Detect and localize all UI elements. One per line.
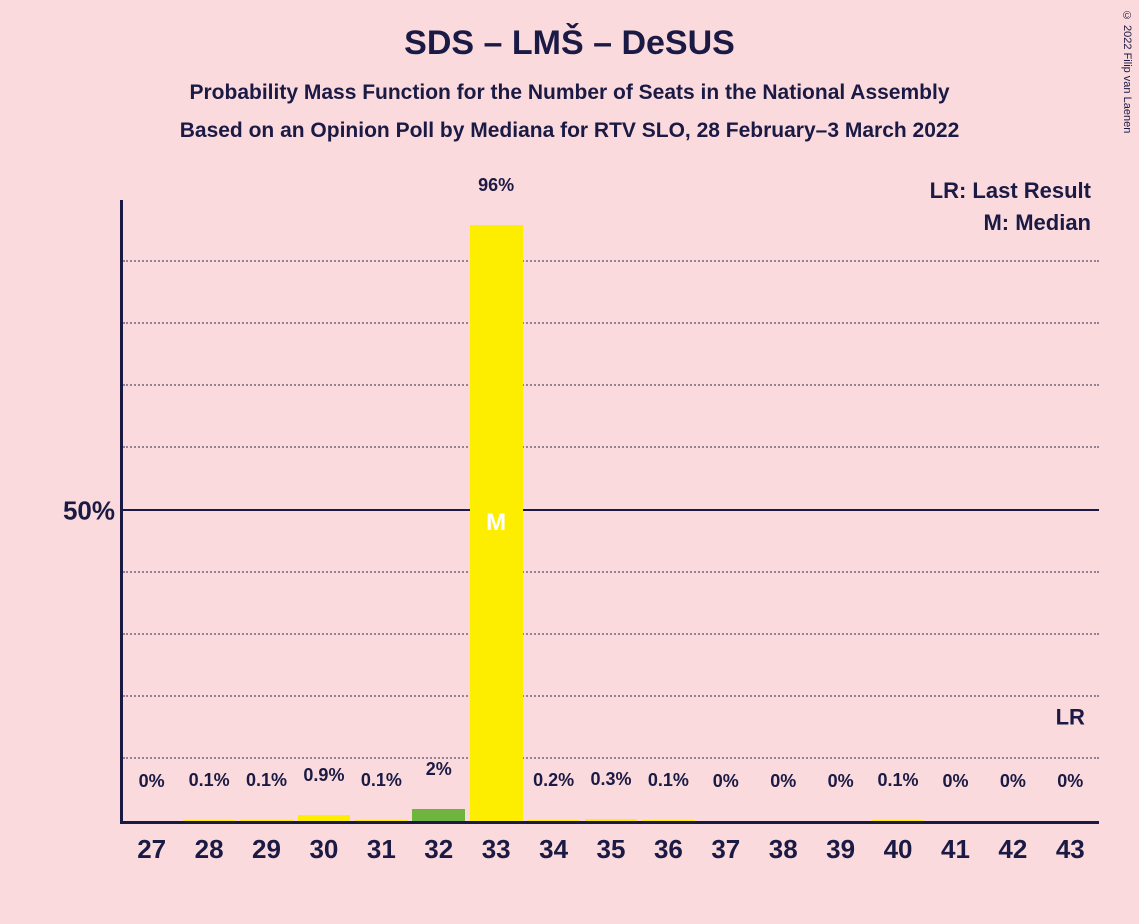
bar-value-label: 0.3%	[585, 769, 638, 794]
x-axis-label: 38	[757, 834, 810, 865]
x-axis-label: 30	[298, 834, 351, 865]
bar-slot: 0%27	[125, 200, 178, 821]
x-axis-label: 31	[355, 834, 408, 865]
x-axis-label: 29	[240, 834, 293, 865]
bar-slot: 0.1%31	[355, 200, 408, 821]
bar	[585, 819, 638, 821]
bar-value-label: 0.1%	[355, 770, 408, 795]
bar-value-label: 0.9%	[298, 765, 351, 790]
x-axis-label: 40	[872, 834, 925, 865]
bar-slot: 0%38	[757, 200, 810, 821]
bar	[355, 820, 408, 821]
x-axis-label: 42	[986, 834, 1039, 865]
bar-value-label: 2%	[412, 759, 465, 784]
y-axis-label: 50%	[43, 495, 115, 526]
x-axis-label: 33	[470, 834, 523, 865]
bar-value-label: 0%	[125, 771, 178, 796]
bars-container: 0%270.1%280.1%290.9%300.1%312%32M96%330.…	[123, 200, 1099, 821]
chart-container: LR: Last Result M: Median 50% 0%270.1%28…	[40, 180, 1099, 884]
x-axis-label: 39	[814, 834, 867, 865]
bar	[642, 820, 695, 821]
x-axis-label: 35	[585, 834, 638, 865]
bar-value-label: 0%	[699, 771, 752, 796]
x-axis-label: 28	[183, 834, 236, 865]
bar	[298, 815, 351, 821]
bar-slot: 0.1%29	[240, 200, 293, 821]
bar-value-label: 0%	[1044, 771, 1097, 796]
bar-slot: 0.1%40	[872, 200, 925, 821]
chart-title: SDS – LMŠ – DeSUS	[0, 0, 1139, 63]
bar: M	[470, 225, 523, 821]
bar	[872, 820, 925, 821]
chart-subtitle-1: Probability Mass Function for the Number…	[0, 81, 1139, 105]
bar-value-label: 0.1%	[642, 770, 695, 795]
bar-value-label: 0%	[929, 771, 982, 796]
copyright-text: © 2022 Filip van Laenen	[1121, 10, 1133, 133]
x-axis-label: 34	[527, 834, 580, 865]
bar	[527, 820, 580, 821]
x-axis-label: 41	[929, 834, 982, 865]
x-axis-label: 43	[1044, 834, 1097, 865]
x-axis-label: 36	[642, 834, 695, 865]
bar	[412, 809, 465, 821]
bar-value-label: 0%	[986, 771, 1039, 796]
bar-slot: 0%42	[986, 200, 1039, 821]
bar-value-label: 0%	[814, 771, 867, 796]
bar-slot: 0%41	[929, 200, 982, 821]
bar-value-label: 0.1%	[240, 770, 293, 795]
bar-slot: M96%33	[470, 200, 523, 821]
bar-value-label: 96%	[470, 175, 523, 200]
bar	[183, 820, 236, 821]
x-axis-label: 32	[412, 834, 465, 865]
bar-value-label: 0.1%	[183, 770, 236, 795]
bar-slot: 0.9%30	[298, 200, 351, 821]
plot-area: 50% 0%270.1%280.1%290.9%300.1%312%32M96%…	[120, 200, 1099, 824]
bar-slot: 0.1%36	[642, 200, 695, 821]
bar-value-label: 0.1%	[872, 770, 925, 795]
bar-slot: 0%39	[814, 200, 867, 821]
bar-slot: 2%32	[412, 200, 465, 821]
x-axis-label: 27	[125, 834, 178, 865]
bar-slot: 0.3%35	[585, 200, 638, 821]
bar-value-label: 0.2%	[527, 770, 580, 795]
x-axis-label: 37	[699, 834, 752, 865]
bar-value-label: 0%	[757, 771, 810, 796]
median-marker: M	[470, 509, 523, 537]
chart-subtitle-2: Based on an Opinion Poll by Mediana for …	[0, 119, 1139, 143]
lr-marker: LR	[1056, 704, 1085, 730]
bar-slot: 0.1%28	[183, 200, 236, 821]
bar-slot: 0.2%34	[527, 200, 580, 821]
bar	[240, 820, 293, 821]
bar-slot: 0%37	[699, 200, 752, 821]
